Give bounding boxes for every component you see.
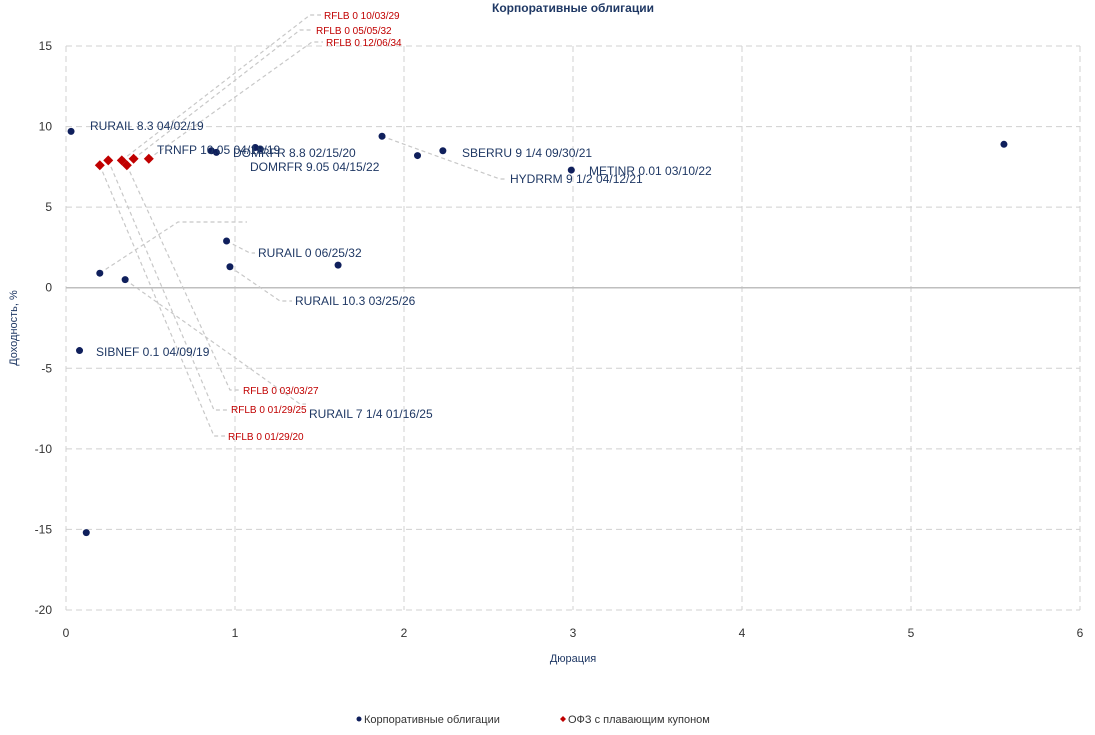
corporate-point-label: RURAIL 7 1/4 01/16/25 xyxy=(309,407,433,421)
legend-marker-corporate xyxy=(356,716,362,722)
ofz-point xyxy=(94,160,105,171)
corporate-point xyxy=(378,132,386,140)
ofz-point-label: RFLB 0 10/03/29 xyxy=(324,11,400,22)
leader-line xyxy=(126,164,240,391)
corporate-point-label: SIBNEF 0.1 04/09/19 xyxy=(96,345,210,359)
corporate-point xyxy=(212,148,220,156)
corporate-point xyxy=(121,276,129,284)
y-tick-label: 5 xyxy=(45,200,52,214)
ofz-point-label: RFLB 0 03/03/27 xyxy=(243,386,319,397)
leader-line xyxy=(99,221,247,274)
y-tick-label: -15 xyxy=(35,522,53,536)
x-tick-label: 4 xyxy=(739,626,746,640)
corporate-point-label: RURAIL 10.3 03/25/26 xyxy=(295,294,416,308)
leader-line xyxy=(99,165,225,437)
corporate-point xyxy=(76,347,84,355)
corporate-point-label: DOMRFR 9.05 04/15/22 xyxy=(250,160,380,174)
corporate-point xyxy=(256,145,264,153)
label-leader-lines xyxy=(99,14,507,437)
y-axis-label: Доходность, % xyxy=(8,290,20,366)
ofz-point-label: RFLB 0 01/29/25 xyxy=(231,405,307,416)
x-tick-label: 5 xyxy=(908,626,915,640)
corporate-point xyxy=(567,166,575,174)
ofz-point xyxy=(128,153,139,164)
corporate-point xyxy=(226,263,234,271)
leader-line xyxy=(133,29,313,160)
corporate-point-label: SBERRU 9 1/4 09/30/21 xyxy=(462,146,592,160)
corporate-point xyxy=(96,269,104,277)
x-tick-label: 6 xyxy=(1077,626,1084,640)
legend-label-ofz: ОФЗ с плавающим купоном xyxy=(568,714,710,726)
corporate-point xyxy=(1000,140,1008,148)
legend-label-corporate: Корпоративные облигации xyxy=(364,714,500,726)
data-points xyxy=(67,127,1008,537)
x-tick-label: 2 xyxy=(401,626,408,640)
y-tick-label: 10 xyxy=(39,120,53,134)
legend-marker-ofz xyxy=(560,716,566,722)
corporate-point xyxy=(439,147,447,155)
x-tick-label: 3 xyxy=(570,626,577,640)
axis-ticks: 0 1 2 3 4 5 6 15 10 5 0 -5 -10 -15 -20 xyxy=(35,39,1084,640)
corporate-point-label: DOMRFR 8.8 02/15/20 xyxy=(233,146,356,160)
corporate-point xyxy=(334,261,342,269)
ofz-point xyxy=(121,160,132,171)
x-tick-label: 0 xyxy=(63,626,70,640)
legend: Корпоративные облигации ОФЗ с плавающим … xyxy=(356,714,710,726)
corporate-point xyxy=(82,529,90,537)
leader-line xyxy=(124,279,306,405)
corporate-point-label: HYDRRM 9 1/2 04/12/21 xyxy=(510,172,643,186)
y-tick-label: 0 xyxy=(45,281,52,295)
ofz-point-label: RFLB 0 05/05/32 xyxy=(316,26,392,37)
corporate-point xyxy=(414,152,422,160)
leader-line xyxy=(148,41,323,160)
leader-line xyxy=(226,240,255,254)
leader-line xyxy=(121,14,321,161)
x-tick-label: 1 xyxy=(232,626,239,640)
gridlines xyxy=(65,45,1081,611)
y-tick-label: 15 xyxy=(39,39,53,53)
y-tick-label: -5 xyxy=(41,361,52,375)
y-tick-label: -10 xyxy=(35,442,53,456)
corporate-point-label: TRNFP 10.05 04/18/19 xyxy=(157,143,281,157)
corporate-point-label: METINR 0.01 03/10/22 xyxy=(589,164,712,178)
corporate-point xyxy=(67,127,75,135)
ofz-point xyxy=(103,155,114,166)
chart-title: Корпоративные облигации xyxy=(492,1,654,15)
ofz-point-label: RFLB 0 12/06/34 xyxy=(326,38,402,49)
ofz-point xyxy=(143,153,154,164)
x-axis-label: Дюрация xyxy=(550,653,596,665)
corporate-point-label: RURAIL 8.3 04/02/19 xyxy=(90,119,204,133)
corporate-point-label: RURAIL 0 06/25/32 xyxy=(258,246,362,260)
leader-line xyxy=(107,160,228,411)
y-tick-label: -20 xyxy=(35,603,53,617)
leader-line xyxy=(229,266,292,302)
corporate-point xyxy=(223,237,231,245)
ofz-point-label: RFLB 0 01/29/20 xyxy=(228,432,304,443)
